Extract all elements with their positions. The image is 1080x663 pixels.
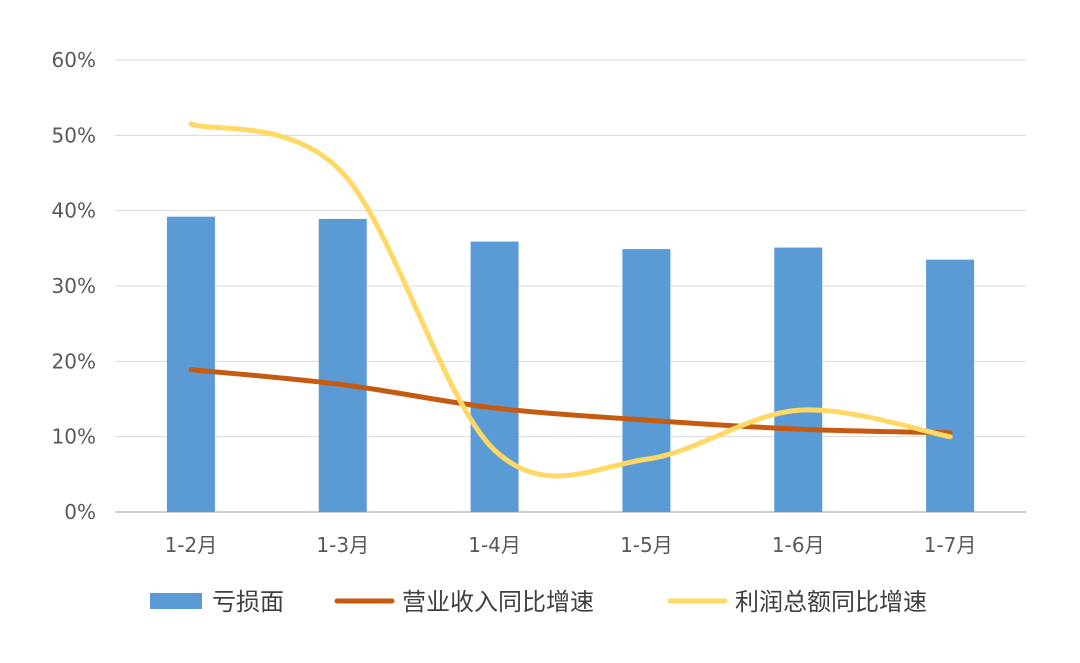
- legend-label: 亏损面: [212, 588, 284, 616]
- y-tick-label: 0%: [64, 500, 96, 524]
- bar: [166, 216, 215, 512]
- y-tick-label: 40%: [52, 199, 96, 223]
- x-tick-label: 1-7月: [924, 533, 977, 557]
- bar: [774, 247, 823, 512]
- legend: 亏损面 营业收入同比增速 利润总额同比增速: [150, 588, 927, 616]
- y-axis-ticks: 0% 10% 20% 30% 40% 50% 60%: [52, 48, 96, 524]
- bar: [470, 241, 519, 512]
- x-tick-label: 1-4月: [468, 533, 521, 557]
- y-tick-label: 10%: [52, 425, 96, 449]
- x-tick-label: 1-5月: [620, 533, 673, 557]
- series-line-2: [188, 121, 953, 479]
- legend-label: 营业收入同比增速: [402, 588, 594, 616]
- y-tick-label: 50%: [52, 123, 96, 147]
- y-tick-label: 60%: [52, 48, 96, 72]
- y-tick-label: 20%: [52, 349, 96, 373]
- series-line-1: [188, 367, 953, 436]
- y-tick-label: 30%: [52, 274, 96, 298]
- legend-label: 利润总额同比增速: [735, 588, 927, 616]
- gridlines: [115, 59, 1026, 513]
- bar: [318, 218, 367, 512]
- bar-series: [166, 216, 975, 512]
- bar: [926, 259, 975, 512]
- legend-swatch-bar: [150, 593, 202, 609]
- x-tick-label: 1-3月: [316, 533, 369, 557]
- x-tick-label: 1-2月: [165, 533, 218, 557]
- line-series: [188, 121, 953, 479]
- x-axis-labels: 1-2月 1-3月 1-4月 1-5月 1-6月 1-7月: [165, 533, 977, 557]
- x-tick-label: 1-6月: [772, 533, 825, 557]
- bar: [622, 249, 671, 512]
